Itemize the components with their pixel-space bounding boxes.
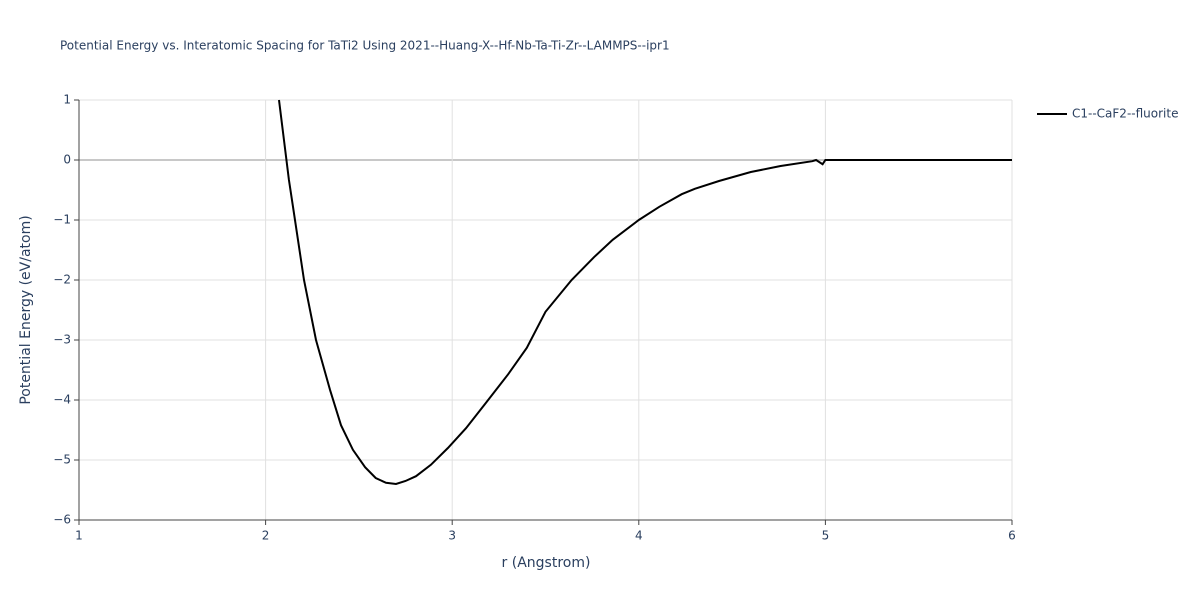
x-tick-label: 6 [1008, 529, 1016, 543]
y-tick-label: 1 [63, 93, 71, 107]
y-tick-label: −6 [53, 513, 71, 527]
x-tick-label: 1 [75, 529, 83, 543]
x-tick-label: 3 [448, 529, 456, 543]
y-tick-label: −1 [53, 213, 71, 227]
x-tick-label: 2 [262, 529, 270, 543]
y-tick-label: −5 [53, 453, 71, 467]
y-tick-label: −4 [53, 393, 71, 407]
x-axis-label: r (Angstrom) [502, 555, 591, 571]
y-tick-label: −2 [53, 273, 71, 287]
y-axis-label: Potential Energy (eV/atom) [18, 215, 34, 404]
line-series [278, 99, 1012, 486]
chart-title: Potential Energy vs. Interatomic Spacing… [60, 39, 670, 53]
legend-label: C1--CaF2--fluorite [1072, 107, 1178, 121]
x-tick-label: 4 [635, 529, 643, 543]
x-tick-label: 5 [822, 529, 830, 543]
y-tick-label: 0 [63, 153, 71, 167]
y-tick-label: −3 [53, 333, 71, 347]
